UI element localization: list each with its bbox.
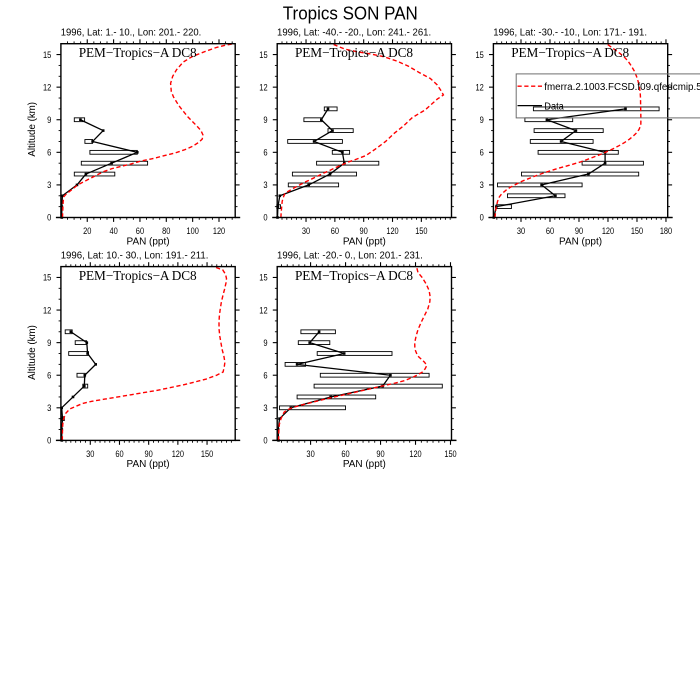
svg-text:3: 3 — [263, 403, 267, 413]
svg-text:30: 30 — [306, 449, 314, 459]
svg-text:120: 120 — [409, 449, 421, 459]
svg-text:9: 9 — [47, 338, 51, 348]
svg-text:1996, Lat: -40.- -20., Lon: 24: 1996, Lat: -40.- -20., Lon: 241.- 261. — [277, 28, 431, 39]
svg-text:1996, Lat: 1.- 10., Lon: 201.-: 1996, Lat: 1.- 10., Lon: 201.- 220. — [61, 28, 202, 39]
svg-text:40: 40 — [109, 226, 117, 236]
svg-text:150: 150 — [631, 226, 643, 236]
svg-text:3: 3 — [263, 180, 267, 190]
svg-text:0: 0 — [263, 213, 267, 223]
svg-text:30: 30 — [302, 226, 310, 236]
svg-text:12: 12 — [43, 82, 51, 92]
svg-text:PAN (ppt): PAN (ppt) — [127, 459, 170, 470]
svg-text:fmerra.2.1003.FCSD.f09.qfedcmi: fmerra.2.1003.FCSD.f09.qfedcmip.5 — [544, 82, 700, 93]
svg-text:0: 0 — [47, 213, 51, 223]
svg-text:150: 150 — [444, 449, 456, 459]
svg-text:PAN (ppt): PAN (ppt) — [343, 459, 386, 470]
svg-text:1996, Lat: -30.- -10., Lon: 17: 1996, Lat: -30.- -10., Lon: 171.- 191. — [493, 28, 647, 39]
svg-text:Tropics SON PAN: Tropics SON PAN — [283, 3, 418, 23]
svg-text:90: 90 — [575, 226, 583, 236]
svg-text:6: 6 — [47, 148, 51, 158]
svg-text:PEM−Tropics−A DC8: PEM−Tropics−A DC8 — [79, 268, 197, 283]
svg-text:80: 80 — [162, 226, 170, 236]
svg-text:120: 120 — [213, 226, 225, 236]
svg-text:6: 6 — [263, 370, 267, 380]
svg-text:PEM−Tropics−A DC8: PEM−Tropics−A DC8 — [511, 45, 629, 60]
svg-text:Altitude (km): Altitude (km) — [27, 325, 38, 380]
svg-text:9: 9 — [263, 115, 267, 125]
svg-text:12: 12 — [259, 82, 267, 92]
svg-text:90: 90 — [376, 449, 384, 459]
svg-text:15: 15 — [259, 273, 267, 283]
svg-text:PAN (ppt): PAN (ppt) — [559, 236, 602, 247]
svg-text:180: 180 — [660, 226, 672, 236]
svg-text:9: 9 — [263, 338, 267, 348]
svg-text:60: 60 — [136, 226, 144, 236]
svg-text:150: 150 — [415, 226, 427, 236]
svg-text:15: 15 — [43, 273, 51, 283]
svg-text:60: 60 — [341, 449, 349, 459]
svg-text:90: 90 — [360, 226, 368, 236]
svg-text:20: 20 — [83, 226, 91, 236]
svg-text:PEM−Tropics−A DC8: PEM−Tropics−A DC8 — [295, 45, 413, 60]
svg-text:0: 0 — [263, 436, 267, 446]
svg-text:Altitude (km): Altitude (km) — [27, 102, 38, 157]
svg-text:120: 120 — [386, 226, 398, 236]
svg-text:30: 30 — [86, 449, 94, 459]
svg-text:12: 12 — [43, 305, 51, 315]
svg-text:15: 15 — [476, 50, 484, 60]
svg-text:100: 100 — [187, 226, 199, 236]
svg-text:150: 150 — [201, 449, 213, 459]
svg-text:30: 30 — [517, 226, 525, 236]
svg-text:6: 6 — [480, 148, 484, 158]
svg-text:PAN (ppt): PAN (ppt) — [343, 236, 386, 247]
svg-text:Data: Data — [544, 101, 564, 112]
svg-text:60: 60 — [115, 449, 123, 459]
svg-text:PAN (ppt): PAN (ppt) — [127, 236, 170, 247]
svg-text:1996, Lat: 10.- 30., Lon: 191.: 1996, Lat: 10.- 30., Lon: 191.- 211. — [61, 251, 209, 262]
svg-text:3: 3 — [47, 180, 51, 190]
svg-text:6: 6 — [263, 148, 267, 158]
svg-text:1996, Lat: -20.- 0., Lon: 201.: 1996, Lat: -20.- 0., Lon: 201.- 231. — [277, 251, 423, 262]
svg-text:60: 60 — [546, 226, 554, 236]
svg-text:120: 120 — [172, 449, 184, 459]
svg-text:12: 12 — [476, 82, 484, 92]
svg-text:PEM−Tropics−A DC8: PEM−Tropics−A DC8 — [79, 45, 197, 60]
svg-text:60: 60 — [331, 226, 339, 236]
svg-text:0: 0 — [47, 436, 51, 446]
svg-text:15: 15 — [259, 50, 267, 60]
svg-text:120: 120 — [602, 226, 614, 236]
svg-text:9: 9 — [480, 115, 484, 125]
svg-text:PEM−Tropics−A DC8: PEM−Tropics−A DC8 — [295, 268, 413, 283]
svg-text:6: 6 — [47, 370, 51, 380]
svg-text:90: 90 — [145, 449, 153, 459]
svg-text:0: 0 — [480, 213, 484, 223]
svg-text:3: 3 — [480, 180, 484, 190]
svg-text:3: 3 — [47, 403, 51, 413]
svg-text:9: 9 — [47, 115, 51, 125]
svg-text:12: 12 — [259, 305, 267, 315]
svg-text:15: 15 — [43, 50, 51, 60]
